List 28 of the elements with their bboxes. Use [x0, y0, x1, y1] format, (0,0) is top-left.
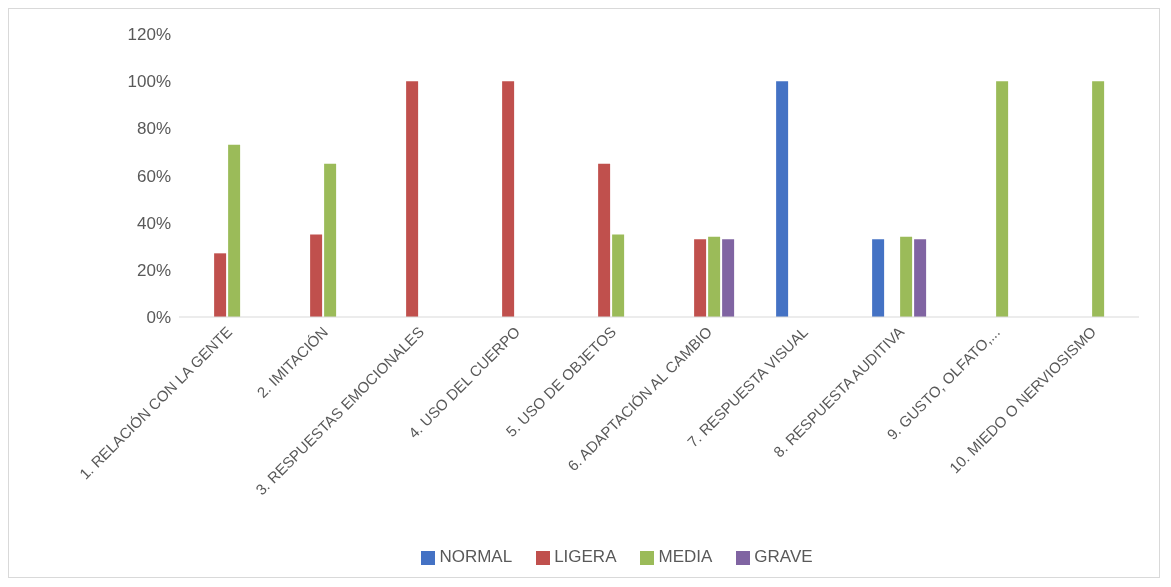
- y-tick-label: 20%: [136, 260, 171, 280]
- bar: [996, 81, 1009, 317]
- bar: [914, 239, 927, 317]
- bar: [310, 234, 323, 317]
- bar: [900, 236, 913, 317]
- bar: [708, 236, 721, 317]
- bar: [598, 163, 611, 317]
- y-tick-label: 0%: [146, 308, 171, 328]
- y-tick-label: 120%: [127, 25, 171, 45]
- legend-label: GRAVE: [754, 547, 813, 566]
- bar: [502, 81, 515, 317]
- y-tick-label: 40%: [136, 213, 171, 233]
- bar: [228, 144, 241, 317]
- bar: [214, 253, 227, 317]
- bar: [324, 163, 337, 317]
- bar: [872, 239, 885, 317]
- legend-label: MEDIA: [658, 547, 713, 566]
- legend-label: NORMAL: [439, 547, 513, 566]
- bar: [722, 239, 735, 317]
- bar: [406, 81, 419, 317]
- bar: [1092, 81, 1105, 317]
- y-tick-label: 60%: [136, 166, 171, 186]
- y-tick-label: 80%: [136, 119, 171, 139]
- bar: [612, 234, 625, 317]
- y-tick-label: 100%: [127, 72, 171, 92]
- bar: [694, 239, 707, 317]
- bar: [776, 81, 789, 317]
- legend-label: LIGERA: [554, 547, 617, 566]
